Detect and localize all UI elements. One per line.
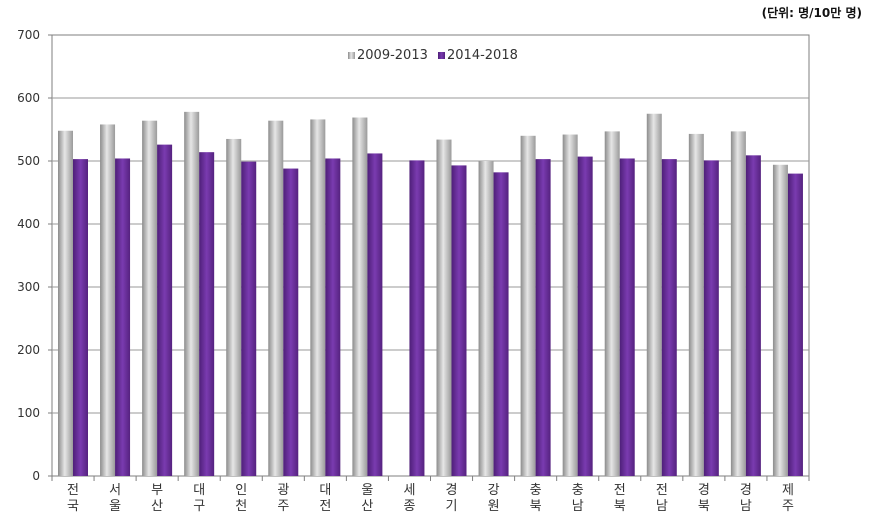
bar-2014-2018-경북: [703, 160, 719, 476]
bar-2014-2018-대전: [325, 158, 341, 477]
x-tick-label: 전: [656, 483, 668, 498]
bar-2014-2018-광주: [283, 168, 299, 476]
legend: 2009-2013 2014-2018: [348, 48, 518, 63]
x-tick-label: 서: [109, 483, 121, 498]
y-tick-label: 300: [17, 280, 40, 294]
x-tick-label: 경: [446, 483, 458, 498]
bar-2014-2018-전남: [661, 159, 677, 477]
bar-2014-2018-울산: [367, 153, 383, 476]
y-axis: 0 100 200 300 400 500 600 700: [17, 28, 52, 483]
bar-2014-2018-강원: [493, 172, 509, 476]
bar-2009-2013-충북: [520, 135, 536, 477]
x-tick-label: 광: [277, 483, 289, 498]
x-tick-label: 북: [530, 499, 542, 514]
x-tick-label: 남: [740, 499, 752, 514]
x-tick-label: 충: [530, 483, 542, 498]
x-tick-label: 국: [67, 499, 79, 514]
unit-label: (단위: 명/10만 명): [761, 6, 862, 20]
bar-2014-2018-서울: [115, 158, 131, 477]
x-tick-label: 세: [403, 483, 415, 498]
x-tick-label: 대: [319, 483, 331, 498]
y-tick-label: 600: [17, 91, 40, 105]
x-tick-label: 산: [151, 499, 163, 514]
x-tick-label: 북: [614, 499, 626, 514]
bar-2014-2018-세종: [409, 160, 425, 476]
x-tick-label: 구: [193, 499, 205, 514]
x-tick-label: 대: [193, 483, 205, 498]
y-tick-label: 100: [17, 406, 40, 420]
bar-2014-2018-경남: [745, 155, 761, 476]
x-tick-label: 강: [488, 483, 500, 498]
x-tick-label: 전: [67, 483, 79, 498]
bar-2014-2018-대구: [199, 152, 215, 476]
x-tick-label: 경: [698, 483, 710, 498]
x-tick-label: 전: [319, 499, 331, 514]
x-tick-label: 남: [572, 499, 584, 514]
bar-2014-2018-충북: [535, 159, 551, 477]
bar-2009-2013-대구: [184, 111, 200, 477]
y-tick-label: 500: [17, 154, 40, 168]
bar-2009-2013-광주: [268, 120, 284, 477]
y-tick-label: 200: [17, 343, 40, 357]
bar-2009-2013-서울: [100, 124, 116, 477]
x-tick-label: 부: [151, 483, 163, 498]
bar-2014-2018-경기: [451, 165, 467, 476]
legend-label: 2014-2018: [447, 48, 518, 63]
bar-2009-2013-강원: [478, 161, 494, 476]
bar-2014-2018-인천: [241, 161, 257, 476]
x-tick-label: 주: [277, 499, 289, 514]
x-tick-label: 남: [656, 499, 668, 514]
x-tick-label: 원: [488, 499, 500, 514]
bars: [58, 111, 803, 477]
x-tick-label: 천: [235, 499, 247, 514]
gridlines: [52, 97, 809, 414]
plot-area: [51, 34, 810, 477]
y-tick-label: 400: [17, 217, 40, 231]
bar-2009-2013-경기: [436, 139, 452, 476]
bar-2009-2013-대전: [310, 119, 326, 477]
x-tick-label: 전: [614, 483, 626, 498]
x-tick-label: 인: [235, 483, 247, 498]
x-tick-label: 경: [740, 483, 752, 498]
bar-2009-2013-부산: [142, 120, 158, 477]
y-tick-label: 700: [17, 28, 40, 42]
bar-2014-2018-전북: [619, 158, 635, 477]
x-tick-label: 제: [782, 483, 794, 498]
bar-2014-2018-제주: [787, 173, 803, 476]
bar-2014-2018-부산: [157, 144, 173, 476]
bar-2009-2013-전남: [646, 113, 662, 476]
bar-2009-2013-경남: [730, 131, 746, 476]
bar-2009-2013-충남: [562, 134, 578, 477]
x-tick-label: 종: [403, 499, 415, 514]
x-tick-label: 기: [446, 499, 458, 514]
bar-2014-2018-충남: [577, 156, 593, 476]
bar-2009-2013-제주: [772, 164, 788, 476]
bar-2009-2013-전북: [604, 131, 620, 476]
bar-2009-2013-울산: [352, 117, 368, 476]
legend-swatch: [348, 52, 355, 59]
x-tick-label: 울: [109, 499, 121, 514]
bar-2009-2013-경북: [688, 133, 704, 476]
x-tick-label: 울: [361, 483, 373, 498]
bar-2009-2013-전국: [58, 130, 73, 476]
x-tick-label: 주: [782, 499, 794, 514]
x-tick-label: 충: [572, 483, 584, 498]
x-tick-label: 산: [361, 499, 373, 514]
x-tick-label: 북: [698, 499, 710, 514]
legend-swatch: [438, 52, 445, 59]
y-tick-label: 0: [32, 469, 40, 483]
legend-label: 2009-2013: [357, 48, 428, 63]
bar-2009-2013-인천: [226, 138, 242, 476]
bar-2014-2018-전국: [73, 159, 88, 477]
